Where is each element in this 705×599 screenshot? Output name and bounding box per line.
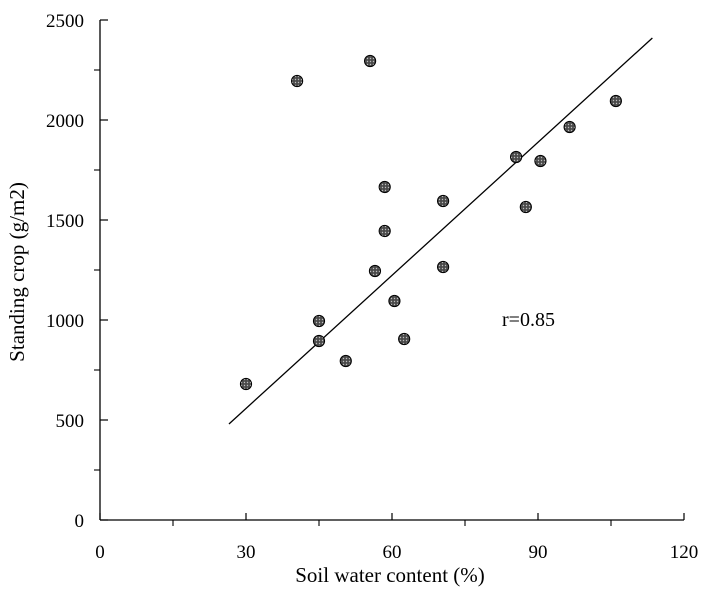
axis-ticks: [94, 19, 685, 526]
data-point: [509, 150, 523, 164]
y-tick-label: 1500: [46, 211, 84, 232]
data-point: [291, 74, 304, 88]
data-point: [437, 260, 450, 274]
y-axis-title: Standing crop (g/m2): [5, 182, 29, 362]
data-point: [312, 334, 326, 348]
data-point: [398, 332, 411, 346]
data-point: [368, 264, 382, 278]
x-tick-label: 30: [237, 542, 256, 563]
data-point: [388, 294, 401, 308]
data-point: [378, 180, 391, 194]
data-point: [378, 224, 391, 238]
x-tick-label: 90: [529, 542, 548, 563]
data-points: [239, 54, 622, 391]
x-axis-title: Soil water content (%): [295, 563, 485, 587]
data-point: [239, 377, 253, 391]
x-tick-label: 120: [670, 542, 699, 563]
data-point: [609, 94, 622, 108]
tick-labels: 0 30 60 90 120 0 500 1000 1500 2000 2500: [46, 11, 698, 563]
regression-line: [228, 37, 653, 425]
y-tick-label: 0: [75, 511, 85, 532]
data-point: [563, 120, 576, 134]
data-point: [339, 354, 352, 368]
trend-line-group: [228, 37, 653, 425]
data-point: [312, 314, 326, 328]
y-tick-label: 1000: [46, 311, 84, 332]
y-tick-label: 2000: [46, 111, 84, 132]
y-tick-label: 500: [56, 411, 85, 432]
data-point: [534, 154, 547, 168]
data-point: [437, 194, 450, 208]
y-tick-label: 2500: [46, 11, 84, 32]
x-tick-label: 0: [95, 542, 105, 563]
x-tick-label: 60: [383, 542, 402, 563]
axes: [99, 20, 684, 521]
data-point: [519, 200, 532, 214]
correlation-annotation: r=0.85: [502, 309, 555, 331]
data-point: [364, 54, 377, 68]
